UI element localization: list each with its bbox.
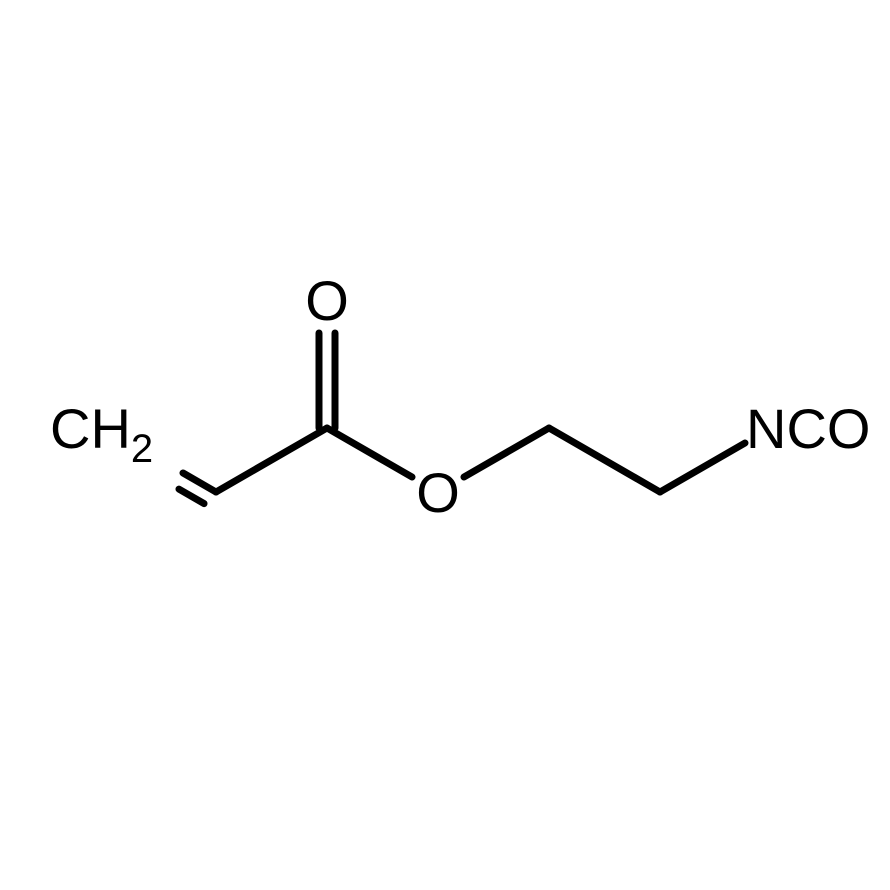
- bond-line: [327, 428, 412, 477]
- atom-label-ch2: CH2: [50, 397, 153, 471]
- molecule-canvas: CH2 O O NCO: [0, 0, 890, 890]
- bond-line: [179, 489, 204, 503]
- bond-line: [549, 428, 660, 492]
- bond-line: [216, 428, 327, 492]
- atom-label-oeth: O: [416, 461, 460, 524]
- bond-line: [183, 473, 216, 492]
- bond-line: [660, 443, 745, 492]
- bond-line: [464, 428, 549, 477]
- atom-label-otop: O: [305, 269, 349, 332]
- atom-label-nco: NCO: [746, 397, 870, 460]
